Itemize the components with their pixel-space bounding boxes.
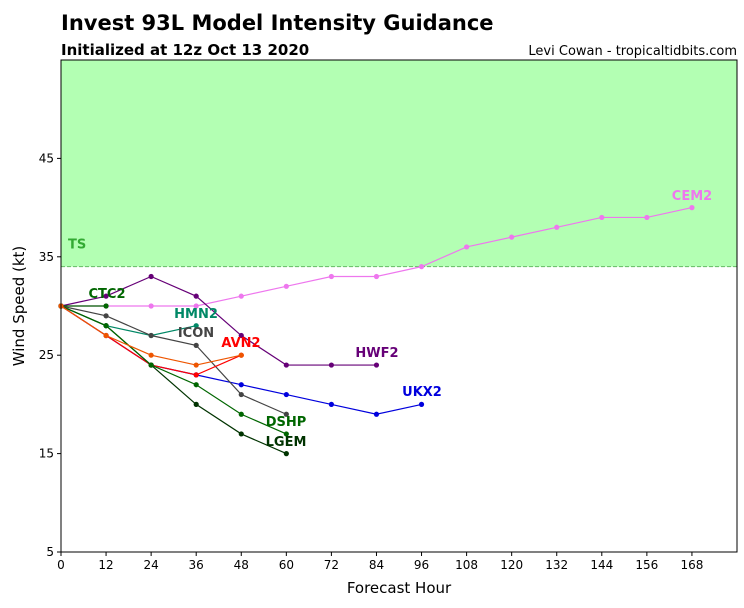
- x-tick-label: 168: [680, 558, 703, 572]
- data-point: [689, 205, 695, 211]
- y-tick-label: 25: [39, 348, 54, 362]
- data-point: [148, 332, 154, 339]
- data-point: [193, 323, 199, 329]
- series-label-cem2: CEM2: [672, 189, 712, 204]
- data-point: [238, 382, 244, 388]
- data-point: [103, 323, 109, 329]
- series-label-ukx2: UKX2: [402, 385, 442, 400]
- x-tick-label: 144: [590, 558, 613, 572]
- data-point: [283, 283, 289, 289]
- data-point: [193, 362, 199, 368]
- data-point: [464, 244, 470, 250]
- data-point: [373, 411, 380, 417]
- y-tick-label: 5: [46, 545, 54, 559]
- data-point: [193, 401, 199, 407]
- series-label-icon: ICON: [178, 326, 214, 341]
- series-label-lgem: LGEM: [266, 435, 307, 450]
- series-label-avn2: AVN2: [221, 336, 260, 351]
- data-point: [283, 451, 289, 457]
- data-point: [328, 362, 334, 368]
- chart-subtitle: Initialized at 12z Oct 13 2020: [61, 41, 309, 59]
- series-label-ctc2: CTC2: [89, 287, 126, 302]
- x-tick-label: 108: [455, 558, 478, 572]
- series-label-dshp: DSHP: [266, 415, 307, 430]
- data-point: [148, 352, 154, 358]
- data-point: [373, 273, 380, 280]
- data-point: [373, 362, 380, 368]
- y-tick-label: 45: [39, 151, 54, 165]
- data-point: [328, 401, 334, 407]
- data-point: [509, 234, 515, 240]
- data-point: [328, 273, 334, 280]
- data-point: [238, 391, 244, 398]
- data-point: [193, 342, 199, 348]
- y-axis-label: Wind Speed (kt): [10, 246, 28, 367]
- plot-frame: [60, 59, 738, 553]
- data-point: [238, 431, 244, 437]
- data-point: [238, 411, 244, 417]
- chart-credit: Levi Cowan - tropicaltidbits.com: [528, 44, 737, 59]
- x-tick-label: 48: [234, 558, 249, 572]
- data-point: [418, 401, 425, 407]
- data-point: [283, 362, 289, 368]
- x-tick-label: 72: [324, 558, 339, 572]
- series-line-hwf2: [60, 275, 377, 366]
- data-point: [283, 411, 289, 417]
- data-point: [283, 391, 289, 398]
- data-point: [238, 332, 244, 339]
- x-axis-label: Forecast Hour: [347, 579, 452, 597]
- data-point: [238, 352, 244, 358]
- data-point: [238, 293, 244, 299]
- chart-title: Invest 93L Model Intensity Guidance: [61, 11, 494, 35]
- x-tick-label: 0: [57, 558, 65, 572]
- series-dshp: [58, 303, 289, 437]
- data-point: [554, 224, 560, 230]
- y-tick-label: 15: [39, 447, 54, 461]
- data-point: [148, 303, 154, 309]
- data-point: [148, 273, 154, 280]
- series-line-dshp: [60, 305, 287, 435]
- data-point: [103, 332, 109, 339]
- x-tick-label: 132: [545, 558, 568, 572]
- data-point: [283, 431, 289, 437]
- data-point: [418, 264, 425, 270]
- data-point: [599, 214, 605, 221]
- data-point: [103, 313, 109, 319]
- data-point: [644, 214, 650, 221]
- x-tick-label: 96: [414, 558, 429, 572]
- data-point: [193, 303, 199, 309]
- data-point: [193, 372, 199, 378]
- x-tick-label: 36: [189, 558, 204, 572]
- x-tick-label: 120: [500, 558, 523, 572]
- x-tick-label: 156: [635, 558, 658, 572]
- series-line-icon: [60, 305, 287, 415]
- data-point: [148, 362, 154, 368]
- data-point: [103, 293, 109, 299]
- ts-label: TS: [68, 238, 86, 253]
- y-tick-label: 35: [39, 250, 54, 264]
- data-point: [193, 293, 199, 299]
- x-tick-label: 60: [279, 558, 294, 572]
- series-label-hmn2: HMN2: [174, 307, 218, 322]
- series-label-hwf2: HWF2: [355, 346, 398, 361]
- x-tick-label: 84: [369, 558, 384, 572]
- data-point: [103, 303, 109, 309]
- x-tick-label: 24: [143, 558, 158, 572]
- data-point: [193, 382, 199, 388]
- series-cem2: [58, 205, 695, 309]
- x-tick-label: 12: [98, 558, 113, 572]
- ts-region: [61, 60, 737, 267]
